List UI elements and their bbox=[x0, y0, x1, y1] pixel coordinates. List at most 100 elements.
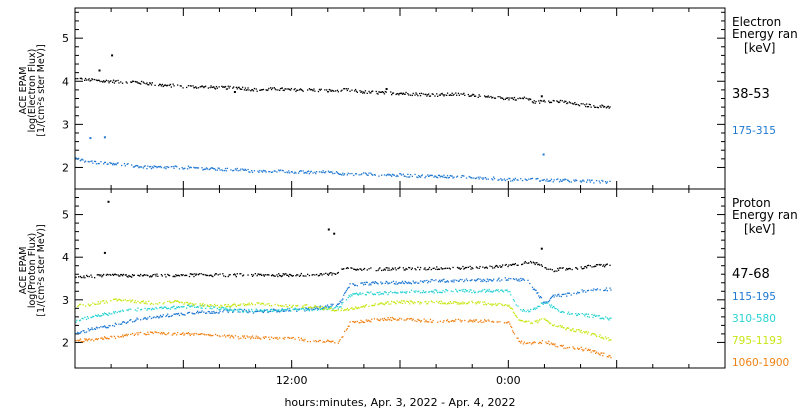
data-point bbox=[427, 94, 429, 96]
data-point bbox=[576, 347, 579, 349]
data-point bbox=[501, 279, 503, 281]
data-point bbox=[595, 289, 597, 291]
data-point bbox=[93, 315, 95, 318]
data-point bbox=[105, 79, 107, 81]
data-point bbox=[584, 332, 586, 334]
data-point bbox=[152, 317, 154, 319]
data-point bbox=[283, 338, 285, 340]
data-point bbox=[468, 320, 470, 322]
data-point bbox=[470, 95, 472, 97]
data-point bbox=[418, 282, 420, 284]
data-point bbox=[108, 338, 110, 340]
data-point bbox=[401, 291, 404, 293]
data-point bbox=[595, 351, 598, 353]
data-point bbox=[500, 289, 502, 291]
data-point bbox=[469, 289, 471, 291]
data-point bbox=[540, 264, 543, 266]
data-point bbox=[239, 169, 241, 172]
data-point bbox=[357, 306, 359, 309]
data-point bbox=[131, 321, 134, 323]
data-point bbox=[277, 304, 279, 306]
data-point bbox=[107, 163, 109, 165]
data-point bbox=[368, 90, 370, 93]
data-point bbox=[585, 313, 587, 315]
data-point bbox=[480, 280, 482, 283]
data-point bbox=[215, 273, 218, 275]
data-point bbox=[283, 89, 285, 92]
data-point bbox=[94, 303, 97, 305]
data-point bbox=[81, 317, 83, 319]
data-point bbox=[590, 106, 592, 108]
data-point bbox=[226, 167, 228, 169]
data-point bbox=[381, 302, 383, 304]
data-point bbox=[601, 179, 603, 182]
data-point bbox=[426, 95, 428, 97]
data-point bbox=[472, 93, 474, 95]
data-point bbox=[556, 178, 558, 181]
data-point bbox=[346, 89, 348, 92]
data-point bbox=[587, 348, 590, 350]
data-point bbox=[413, 290, 415, 292]
data-point bbox=[475, 319, 478, 321]
data-point bbox=[94, 78, 96, 81]
data-point bbox=[245, 89, 247, 91]
data-point bbox=[331, 89, 333, 91]
data-point bbox=[332, 308, 334, 310]
data-point bbox=[352, 283, 354, 285]
proton-ylabel-line: [1/(cm²s ster MeV)] bbox=[36, 224, 47, 316]
data-point bbox=[208, 305, 210, 308]
data-point bbox=[149, 315, 151, 318]
data-point bbox=[193, 304, 195, 307]
data-point bbox=[193, 87, 195, 89]
data-point bbox=[165, 168, 167, 170]
data-point bbox=[574, 330, 576, 333]
data-point bbox=[502, 264, 504, 266]
data-point bbox=[400, 292, 403, 294]
data-point bbox=[517, 305, 519, 307]
data-point bbox=[235, 169, 237, 171]
data-point bbox=[132, 80, 135, 82]
data-point bbox=[490, 95, 492, 98]
data-point bbox=[268, 336, 270, 338]
data-point bbox=[289, 274, 292, 276]
data-point bbox=[408, 266, 410, 269]
data-point bbox=[463, 288, 465, 291]
data-point bbox=[462, 290, 464, 293]
data-point bbox=[398, 267, 400, 269]
data-point bbox=[134, 80, 136, 83]
data-point bbox=[224, 167, 227, 170]
data-point bbox=[482, 301, 484, 303]
data-point bbox=[360, 91, 362, 93]
data-point bbox=[184, 302, 186, 304]
data-point bbox=[224, 303, 227, 306]
data-point bbox=[499, 265, 501, 267]
data-point bbox=[286, 309, 288, 311]
data-point bbox=[520, 97, 522, 100]
data-point bbox=[291, 306, 293, 308]
data-point bbox=[362, 320, 364, 323]
data-point bbox=[302, 339, 304, 341]
data-point bbox=[355, 292, 358, 294]
data-point bbox=[437, 321, 439, 323]
data-point bbox=[143, 333, 145, 335]
data-point bbox=[449, 301, 451, 303]
data-point bbox=[549, 306, 552, 308]
data-point bbox=[117, 79, 119, 82]
data-point bbox=[583, 180, 585, 182]
data-point bbox=[89, 329, 91, 331]
data-point bbox=[214, 169, 217, 171]
data-point bbox=[76, 319, 78, 321]
data-point bbox=[328, 308, 330, 310]
data-point bbox=[510, 325, 512, 327]
data-point bbox=[78, 340, 80, 342]
data-point bbox=[493, 321, 495, 323]
data-point bbox=[446, 280, 449, 282]
data-point bbox=[199, 311, 201, 314]
data-point bbox=[133, 334, 135, 336]
data-point bbox=[216, 169, 218, 171]
data-point bbox=[367, 174, 369, 176]
data-point bbox=[261, 89, 264, 91]
data-point bbox=[537, 322, 539, 324]
data-point bbox=[333, 90, 335, 92]
data-point bbox=[384, 302, 386, 304]
